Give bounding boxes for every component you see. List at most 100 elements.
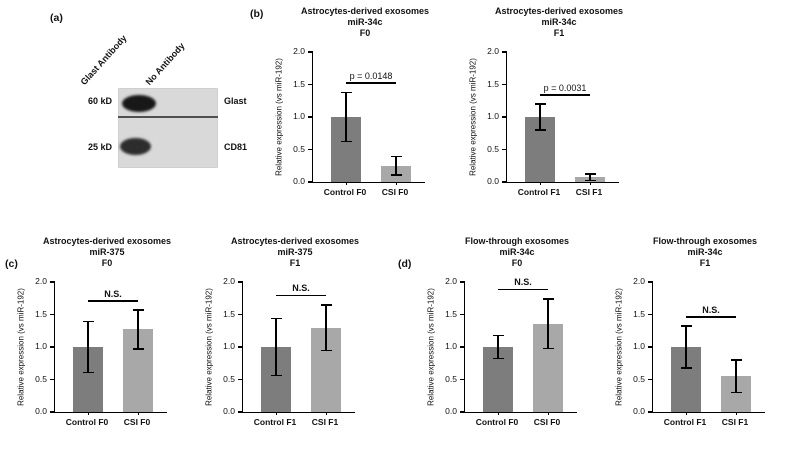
y-tick-mark bbox=[238, 346, 243, 348]
y-tick-mark bbox=[460, 411, 465, 413]
error-bar-line bbox=[539, 104, 541, 130]
x-tick-mark bbox=[325, 412, 327, 415]
chart-flowthrough-mir34c-f0: Flow-through exosomes miR-34c F0 Relative e… bbox=[424, 236, 610, 429]
y-tick-mark bbox=[648, 281, 653, 283]
y-tick-mark bbox=[648, 378, 653, 381]
significance-label: p = 0.0148 bbox=[349, 70, 393, 81]
y-tick-label: 2.0 bbox=[35, 276, 47, 286]
error-bar-cap bbox=[542, 298, 554, 300]
y-tick-label: 2.0 bbox=[633, 276, 645, 286]
y-tick-mark bbox=[50, 281, 55, 283]
error-bar-cap bbox=[340, 140, 352, 143]
y-axis-label: Relative expression (vs miR-192) bbox=[426, 287, 435, 406]
error-bar-cap bbox=[534, 103, 546, 105]
chart-title-line: miR-34c bbox=[541, 17, 577, 27]
plot-area: 0.0 0.5 1.0 1.5 2.0 N.S. bbox=[445, 276, 577, 416]
x-category-label: Control F0 bbox=[65, 417, 109, 427]
y-tick-mark bbox=[648, 346, 653, 348]
significance-line bbox=[346, 82, 396, 84]
chart-title: Astrocytes-derived exosomes miR-375 F0 bbox=[14, 236, 200, 269]
y-tick-mark bbox=[460, 281, 465, 283]
error-bar-cap bbox=[82, 371, 94, 374]
y-tick-mark bbox=[308, 83, 313, 86]
error-bar-cap bbox=[390, 174, 402, 176]
chart-title: Astrocytes-derived exosomes miR-34c F1 bbox=[466, 6, 652, 39]
chart-title: Astrocytes-derived exosomes miR-34c F0 bbox=[272, 6, 458, 39]
y-tick-mark bbox=[308, 51, 313, 53]
y-tick-label: 0.5 bbox=[633, 373, 645, 384]
x-tick-mark bbox=[275, 412, 277, 415]
y-tick-label: 0.5 bbox=[223, 373, 235, 384]
significance-label: N.S. bbox=[104, 288, 122, 299]
chart-title-line: miR-375 bbox=[89, 247, 125, 257]
plot-area: 0.0 0.5 1.0 1.5 2.0 p = 0.0148 bbox=[293, 46, 425, 186]
y-tick-mark bbox=[238, 313, 243, 316]
error-bar-line bbox=[395, 156, 397, 175]
y-tick-label: 0.5 bbox=[35, 373, 47, 384]
y-tick-label: 1.5 bbox=[293, 78, 305, 89]
lane-label-glast-antibody: Glast Antibody bbox=[78, 32, 129, 87]
chart-title-line: F1 bbox=[289, 258, 301, 268]
y-tick-label: 2.0 bbox=[223, 276, 235, 286]
y-tick-mark bbox=[502, 181, 507, 183]
x-category-label: Control F1 bbox=[663, 417, 707, 427]
y-axis-label: Relative expression (vs miR-192) bbox=[468, 57, 477, 176]
x-category-label: Control F1 bbox=[253, 417, 297, 427]
y-tick-label: 1.5 bbox=[35, 308, 47, 319]
y-tick-label: 1.5 bbox=[223, 308, 235, 319]
glast-band bbox=[122, 95, 156, 112]
significance-line bbox=[498, 288, 548, 291]
error-bar-cap bbox=[320, 349, 332, 351]
plot-area: 0.0 0.5 1.0 1.5 2.0 p = 0.0031 bbox=[487, 46, 619, 186]
x-category-label: CSI F0 bbox=[123, 417, 151, 427]
y-axis-label: Relative expression (vs miR-192) bbox=[614, 287, 623, 406]
panel-c-label: (c) bbox=[5, 258, 18, 270]
x-tick-mark bbox=[589, 182, 591, 185]
error-bar-line bbox=[497, 335, 499, 359]
panel-b-label: (b) bbox=[250, 8, 264, 20]
y-tick-mark bbox=[460, 313, 465, 316]
y-tick-label: 2.0 bbox=[445, 276, 457, 286]
chart-astrocytes-mir34c-f0: Astrocytes-derived exosomes miR-34c F0 Rela… bbox=[272, 6, 458, 199]
chart-flowthrough-mir34c-f1: Flow-through exosomes miR-34c F1 Relative e… bbox=[612, 236, 798, 429]
chart-title-line: Astrocytes-derived exosomes bbox=[42, 236, 172, 246]
chart-astrocytes-mir375-f1: Astrocytes-derived exosomes miR-375 F1 Rela… bbox=[202, 236, 388, 429]
error-bar-cap bbox=[584, 173, 596, 175]
y-axis-label: Relative expression (vs miR-192) bbox=[16, 287, 25, 406]
x-category-label: Control F1 bbox=[517, 187, 561, 197]
significance-line bbox=[88, 300, 138, 302]
marker-25kd: 25 kD bbox=[87, 142, 112, 152]
error-bar-cap bbox=[680, 367, 692, 369]
error-bar-cap bbox=[132, 348, 144, 350]
y-tick-label: 0.0 bbox=[223, 406, 235, 416]
x-category-label: CSI F0 bbox=[533, 417, 561, 427]
y-tick-mark bbox=[308, 148, 313, 151]
chart-title: Astrocytes-derived exosomes miR-375 F1 bbox=[202, 236, 388, 269]
error-bar-cap bbox=[270, 374, 282, 377]
error-bar-line bbox=[735, 360, 737, 393]
chart-astrocytes-mir34c-f1: Astrocytes-derived exosomes miR-34c F1 Rela… bbox=[466, 6, 652, 199]
x-category-label: CSI F1 bbox=[575, 187, 603, 197]
y-tick-label: 0.5 bbox=[293, 143, 305, 154]
y-tick-mark bbox=[502, 148, 507, 151]
y-tick-mark bbox=[238, 411, 243, 413]
chart-title-line: miR-34c bbox=[347, 17, 383, 27]
chart-title-line: F1 bbox=[553, 28, 565, 38]
x-tick-mark bbox=[497, 412, 499, 415]
chart-title-line: Flow-through exosomes bbox=[464, 236, 569, 246]
y-tick-mark bbox=[460, 346, 465, 348]
membrane-edge-line bbox=[118, 116, 218, 118]
chart-title: Flow-through exosomes miR-34c F1 bbox=[612, 236, 798, 269]
error-bar-cap bbox=[542, 347, 554, 350]
y-tick-mark bbox=[648, 411, 653, 413]
x-tick-mark bbox=[345, 182, 347, 185]
x-category-label: CSI F1 bbox=[721, 417, 749, 427]
x-tick-mark bbox=[539, 182, 541, 185]
error-bar-cap bbox=[730, 391, 742, 394]
x-tick-mark bbox=[685, 412, 687, 415]
x-category-label: Control F0 bbox=[475, 417, 519, 427]
x-category-label: Control F0 bbox=[323, 187, 367, 197]
chart-title-line: F0 bbox=[511, 258, 523, 268]
plot-area: 0.0 0.5 1.0 1.5 2.0 N.S. bbox=[223, 276, 355, 416]
y-tick-mark bbox=[238, 378, 243, 381]
